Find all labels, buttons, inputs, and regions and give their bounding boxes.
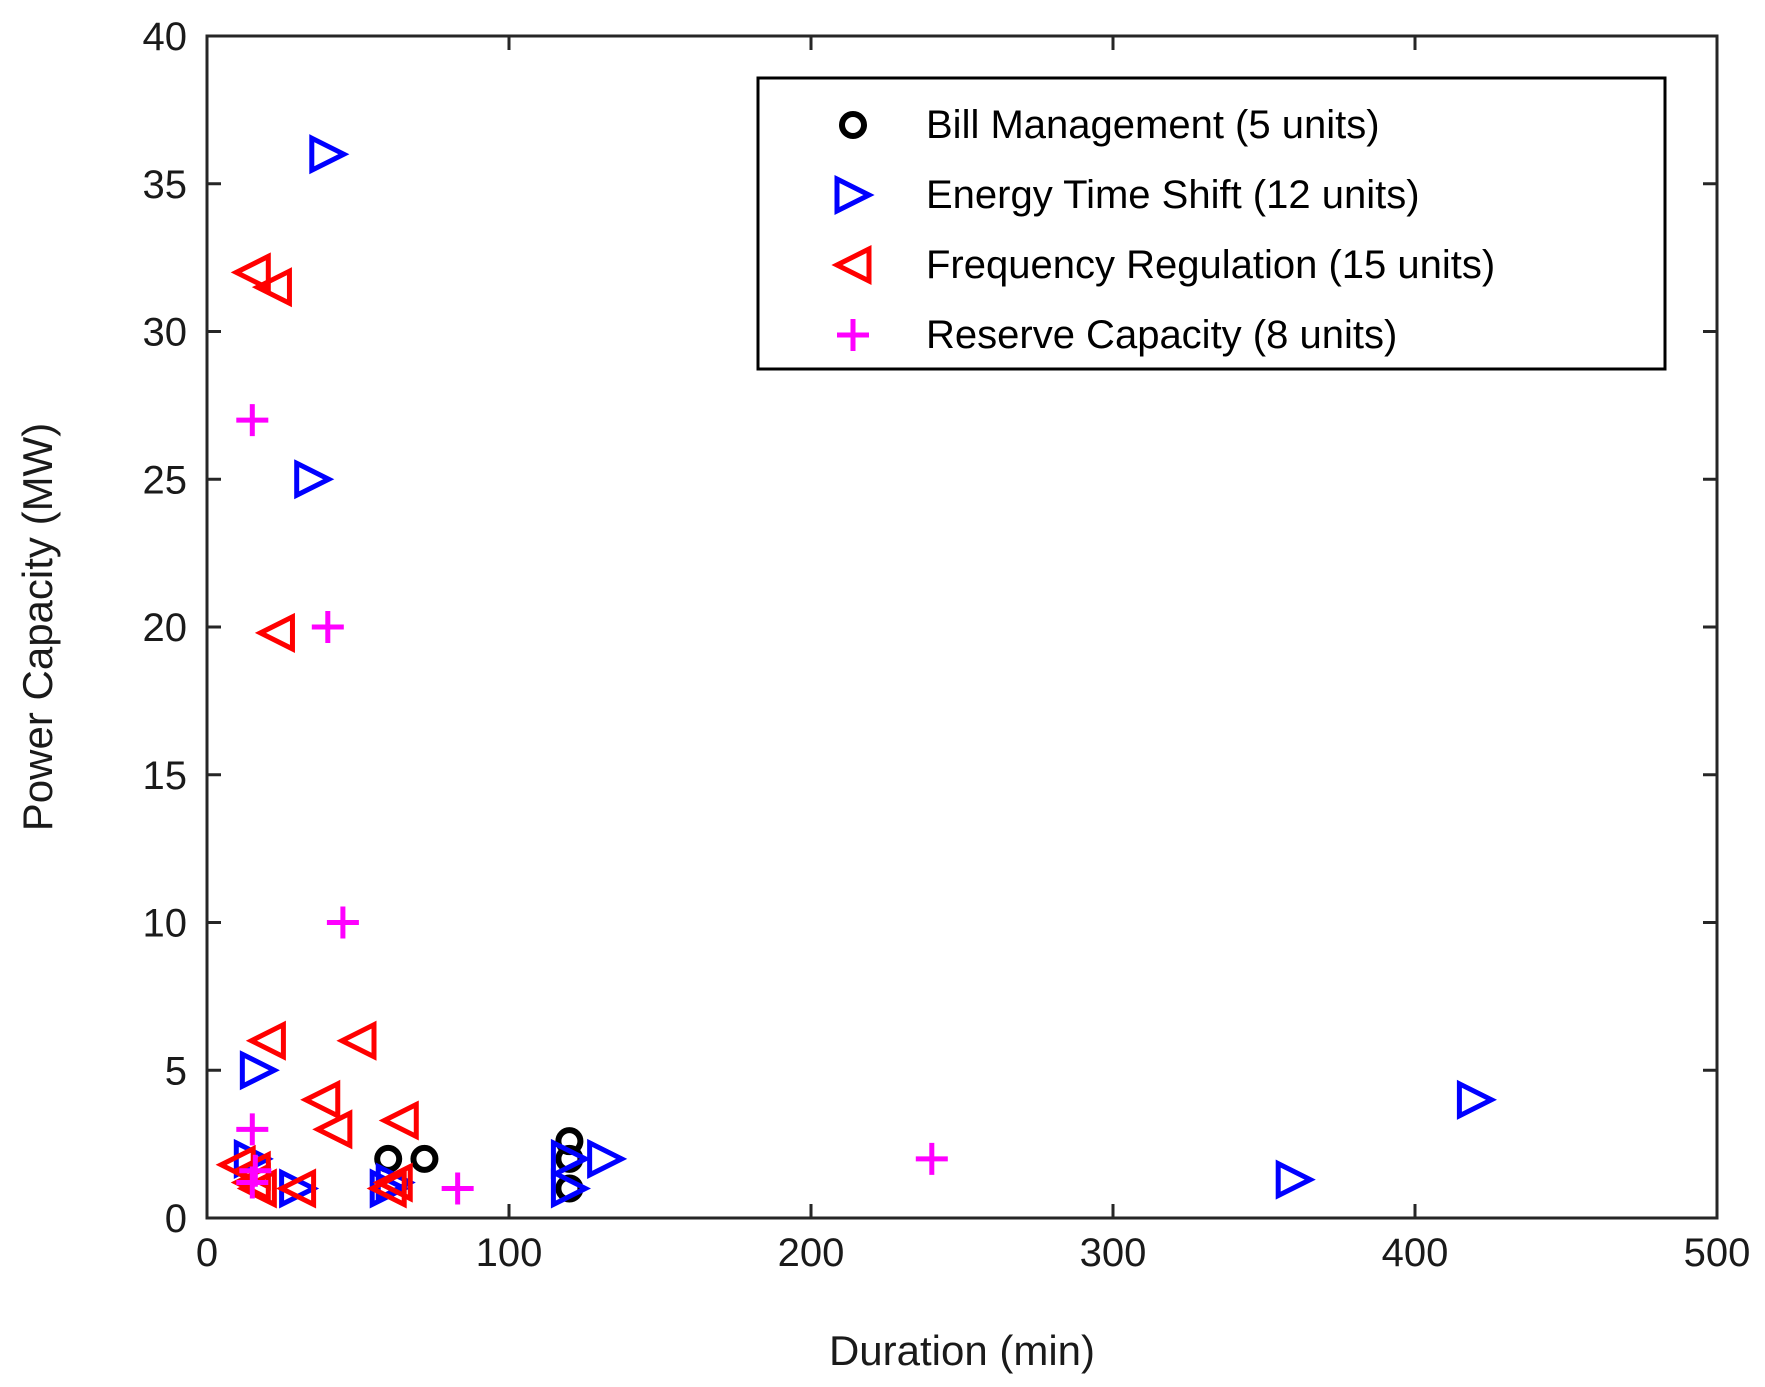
data-point-triangle-left <box>245 1020 286 1061</box>
data-point-triangle-left <box>372 1162 413 1203</box>
x-tick-label: 0 <box>196 1231 218 1275</box>
x-tick-label: 400 <box>1382 1231 1449 1275</box>
data-point-triangle-right <box>1275 1159 1316 1200</box>
legend-label-frequency-regulation: Frequency Regulation (15 units) <box>926 243 1495 287</box>
legend: Bill Management (5 units) Energy Time Sh… <box>756 76 1667 371</box>
data-point-triangle-left <box>300 1079 341 1120</box>
data-point-triangle-left <box>312 1109 353 1150</box>
legend-marker-triangle-left <box>831 244 872 286</box>
legend-label-reserve-capacity: Reserve Capacity (8 units) <box>926 313 1397 357</box>
legend-label-energy-time-shift: Energy Time Shift (12 units) <box>926 173 1420 217</box>
y-tick-label: 10 <box>143 902 188 946</box>
legend-box <box>756 76 1667 371</box>
y-tick-label: 25 <box>143 458 188 502</box>
data-point-triangle-left <box>251 267 292 308</box>
data-point-plus <box>236 1113 269 1146</box>
data-point-triangle-left <box>276 1168 317 1209</box>
data-point-triangle-left <box>378 1100 419 1141</box>
data-point-triangle-right <box>550 1168 591 1209</box>
data-point-plus <box>441 1172 474 1205</box>
y-tick-label: 20 <box>143 606 188 650</box>
x-tick-label: 200 <box>778 1231 845 1275</box>
y-tick-label: 0 <box>165 1197 187 1241</box>
data-point-triangle-right <box>239 1050 280 1091</box>
data-point-triangle-right <box>309 134 350 175</box>
legend-marker-plus <box>837 319 869 351</box>
data-point-triangle-right <box>550 1138 591 1179</box>
data-point-triangle-left <box>230 252 271 293</box>
legend-markers <box>831 111 875 351</box>
x-tick-label: 100 <box>476 1231 543 1275</box>
data-point-triangle-right <box>294 459 335 500</box>
x-axis-title: Duration (min) <box>829 1327 1095 1374</box>
plot-frame <box>205 34 1719 1220</box>
data-point-plus <box>236 1166 269 1199</box>
y-axis-title: Power Capacity (MW) <box>14 423 61 831</box>
y-tick-label: 40 <box>143 15 188 59</box>
x-tick-label: 500 <box>1684 1231 1751 1275</box>
legend-marker-triangle-right <box>834 174 875 216</box>
data-point-plus <box>236 404 269 437</box>
data-point-triangle-left <box>336 1020 377 1061</box>
data-point-triangle-left <box>254 612 295 653</box>
x-tick-label: 300 <box>1080 1231 1147 1275</box>
y-tick-label: 5 <box>165 1049 187 1093</box>
data-point-triangle-left <box>366 1168 407 1209</box>
legend-label-bill-management: Bill Management (5 units) <box>926 103 1380 147</box>
data-point-plus <box>915 1142 948 1175</box>
data-point-triangle-right <box>1456 1079 1497 1120</box>
y-tick-label: 30 <box>143 311 188 355</box>
y-tick-label: 35 <box>143 163 188 207</box>
data-point-plus <box>326 906 359 939</box>
data-point-circle <box>410 1144 439 1173</box>
data-point-plus <box>311 611 344 643</box>
data-point-triangle-right <box>587 1138 628 1179</box>
legend-marker-circle <box>839 111 867 139</box>
data-markers <box>215 134 1497 1209</box>
tick-labels: 0 100 200 300 400 500 0 5 10 15 20 25 30 35 40 <box>143 15 1751 1275</box>
y-tick-label: 15 <box>143 754 188 798</box>
